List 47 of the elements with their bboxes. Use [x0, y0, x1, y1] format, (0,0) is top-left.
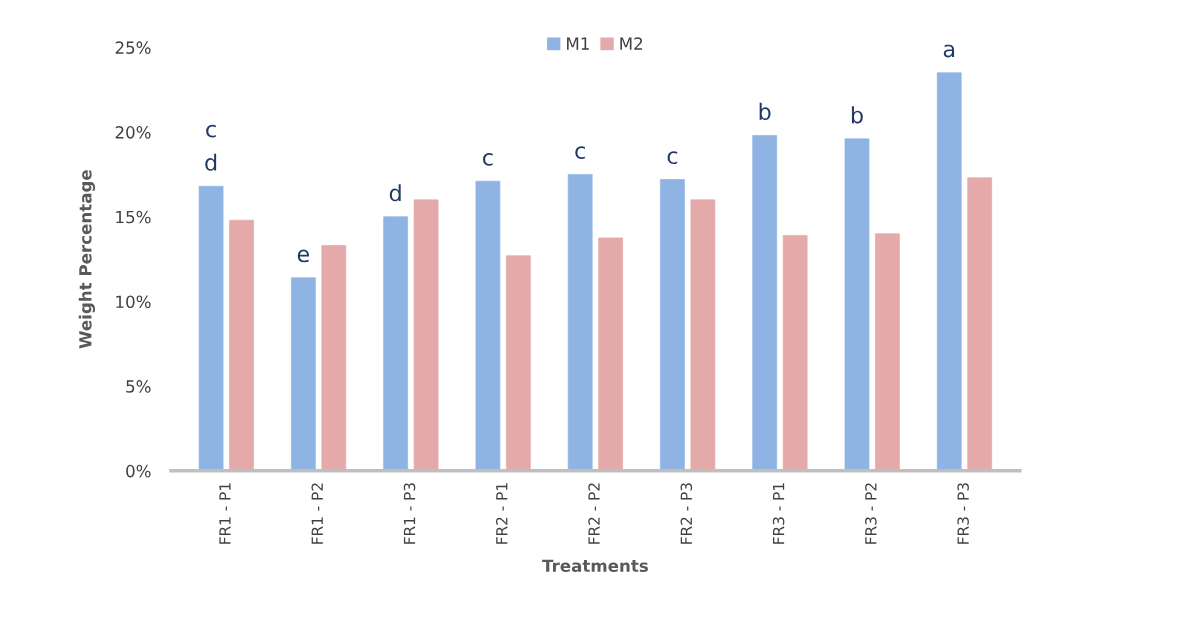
legend-label: M1: [567, 37, 589, 50]
x-tick-label: FR3 - P1: [772, 483, 785, 544]
bar: [413, 199, 439, 471]
x-tick-label: FR2 - P1: [496, 483, 508, 544]
bar: [506, 255, 531, 471]
bar: [936, 72, 962, 471]
annotation: a: [943, 44, 955, 58]
y-tick-label: 0%: [126, 464, 151, 478]
bar: [475, 180, 501, 471]
y-tick-label: 20%: [115, 126, 151, 139]
annotation: d: [389, 184, 401, 202]
bar: [321, 245, 347, 471]
bar: [229, 219, 254, 471]
x-axis-title: Treatments: [542, 559, 648, 573]
y-tick-label: 5%: [126, 380, 151, 393]
x-tick-label: FR3 - P3: [957, 483, 969, 544]
y-tick-label: 15%: [116, 210, 151, 224]
bar: [875, 233, 900, 471]
bar: [967, 177, 993, 471]
bar: [752, 135, 778, 471]
bar: [383, 216, 408, 471]
bar: [567, 174, 593, 471]
x-tick-label: FR1 - P3: [403, 483, 416, 544]
annotation: b: [759, 102, 771, 121]
annotation: b: [851, 106, 863, 124]
annotation: c: [206, 124, 216, 138]
bar: [598, 237, 623, 471]
bar: [291, 277, 316, 471]
y-axis-title: Weight Percentage: [78, 170, 96, 349]
annotation: c: [667, 151, 678, 165]
legend-label: M2: [620, 37, 643, 50]
x-tick-label: FR1 - P1: [219, 483, 231, 544]
annotation: c: [483, 153, 493, 166]
annotation: d: [205, 153, 217, 171]
y-tick-label: 10%: [116, 295, 151, 309]
x-tick-label: FR1 - P2: [311, 483, 323, 544]
x-tick-label: FR2 - P2: [588, 483, 600, 544]
x-tick-label: FR2 - P3: [680, 483, 693, 544]
bar: [198, 185, 224, 471]
annotation: e: [297, 249, 310, 263]
annotation: c: [575, 146, 585, 160]
x-tick-label: FR3 - P2: [865, 483, 877, 544]
y-tick-label: 25%: [115, 41, 151, 54]
bar: [782, 235, 808, 471]
bar: [844, 138, 870, 471]
bar: [690, 199, 716, 471]
bar: [660, 179, 685, 471]
